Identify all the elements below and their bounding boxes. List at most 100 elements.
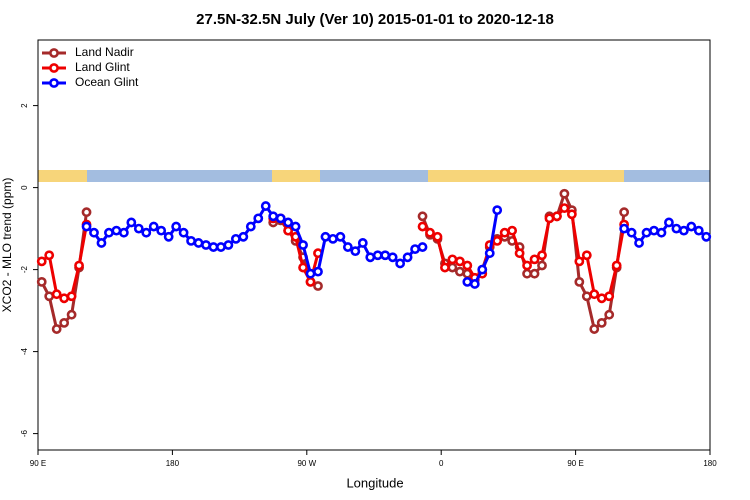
data-point: [425, 227, 435, 238]
x-tick-label: 0: [439, 459, 444, 468]
data-point: [223, 240, 234, 250]
data-point: [529, 268, 540, 279]
data-point: [678, 225, 689, 236]
data-point: [619, 223, 630, 234]
data-point: [395, 258, 406, 269]
data-point: [701, 231, 712, 242]
data-point: [462, 276, 473, 287]
data-point: [305, 276, 316, 287]
data-point: [380, 250, 391, 261]
legend-label: Ocean Glint: [75, 75, 139, 89]
data-point: [118, 227, 129, 238]
y-tick-label: -6: [20, 429, 29, 437]
data-point: [313, 281, 323, 291]
data-point: [574, 276, 585, 287]
data-point: [552, 211, 562, 222]
data-point: [634, 238, 644, 248]
data-point: [208, 242, 219, 252]
data-point: [656, 227, 667, 238]
data-point: [559, 203, 570, 213]
data-point: [671, 223, 682, 234]
data-point: [596, 293, 607, 304]
data-point: [320, 231, 331, 242]
legend-label: Land Nadir: [75, 45, 134, 59]
data-point: [454, 266, 465, 277]
data-point: [365, 252, 376, 263]
data-point: [357, 238, 368, 248]
data-point: [186, 235, 196, 246]
data-point: [298, 240, 308, 250]
data-point: [193, 238, 204, 248]
data-point: [36, 256, 47, 267]
series: [81, 201, 712, 289]
data-point: [581, 291, 592, 302]
data-point: [74, 260, 84, 271]
y-axis-label: XCO2 - MLO trend (ppm): [0, 178, 14, 313]
data-point: [417, 211, 428, 222]
x-axis-label: Longitude: [346, 475, 403, 490]
data-point: [133, 223, 144, 234]
data-point: [589, 289, 600, 300]
data-point: [313, 266, 323, 277]
data-point: [559, 188, 570, 199]
y-tick-label: 2: [20, 103, 29, 108]
data-point: [410, 244, 420, 254]
data-point: [537, 260, 547, 271]
data-point: [574, 256, 585, 267]
data-point: [447, 262, 458, 273]
land-strip: [38, 170, 87, 182]
data-point: [664, 217, 674, 228]
data-point: [440, 262, 450, 273]
data-point: [469, 279, 480, 289]
data-point: [111, 225, 122, 236]
data-point: [156, 225, 167, 236]
data-point: [529, 254, 540, 265]
data-point: [268, 211, 279, 222]
data-point: [477, 264, 488, 275]
data-point: [604, 291, 615, 302]
x-tick-label: 180: [703, 459, 717, 468]
land-strip: [428, 170, 624, 182]
data-point: [649, 225, 659, 236]
data-point: [81, 207, 92, 218]
land-ocean-strip: [38, 170, 710, 182]
data-point: [447, 254, 458, 265]
data-point: [589, 324, 600, 334]
data-point: [350, 246, 361, 257]
data-point: [238, 231, 249, 242]
x-tick-label: 90 E: [567, 459, 583, 468]
data-point: [201, 240, 211, 250]
data-point: [492, 205, 503, 216]
data-point: [253, 213, 264, 224]
data-point: [604, 309, 615, 320]
data-point: [96, 238, 107, 248]
data-point: [178, 227, 189, 238]
data-point: [522, 268, 532, 279]
data-point: [387, 252, 398, 263]
data-point: [402, 252, 413, 263]
data-point: [641, 227, 652, 238]
data-point: [216, 242, 226, 252]
data-point: [163, 231, 174, 242]
y-tick-label: 0: [20, 185, 29, 190]
data-point: [328, 233, 338, 244]
data-point: [499, 227, 510, 238]
data-point: [619, 207, 630, 218]
data-point: [566, 209, 577, 220]
legend-marker: [49, 63, 59, 73]
data-point: [275, 213, 286, 224]
data-point: [89, 227, 99, 238]
data-point: [417, 242, 428, 252]
data-point: [522, 260, 532, 271]
data-point: [59, 293, 70, 304]
data-point: [581, 250, 592, 261]
data-point: [372, 250, 383, 261]
data-point: [626, 227, 637, 238]
y-tick-label: -4: [20, 347, 29, 355]
data-point: [596, 317, 607, 328]
data-point: [36, 276, 47, 287]
data-point: [230, 233, 241, 244]
x-tick-label: 180: [166, 459, 180, 468]
data-point: [484, 248, 495, 259]
